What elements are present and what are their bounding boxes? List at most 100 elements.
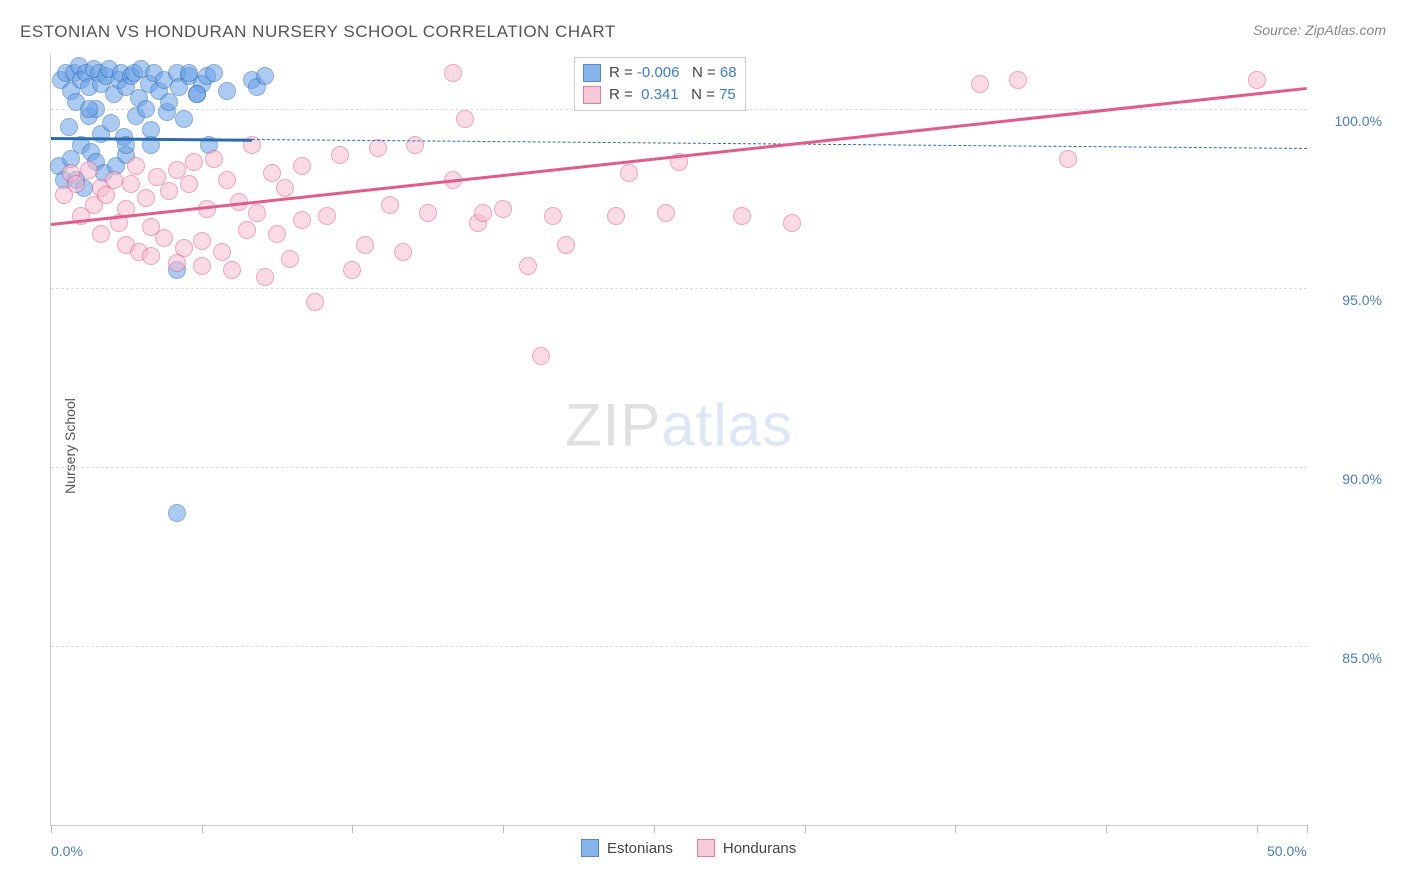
data-point (122, 175, 140, 193)
data-point (160, 182, 178, 200)
watermark: ZIPatlas (565, 390, 793, 459)
data-point (532, 347, 550, 365)
data-point (205, 64, 223, 82)
data-point (318, 207, 336, 225)
x-tick-mark (1307, 825, 1308, 833)
data-point (783, 214, 801, 232)
data-point (343, 261, 361, 279)
data-point (733, 207, 751, 225)
data-point (356, 236, 374, 254)
data-point (105, 171, 123, 189)
stats-row: R = 0.341 N = 75 (583, 84, 737, 106)
data-point (544, 207, 562, 225)
data-point (67, 175, 85, 193)
legend-swatch (581, 839, 599, 857)
data-point (80, 161, 98, 179)
data-point (381, 196, 399, 214)
data-point (1248, 71, 1266, 89)
stats-row: R = -0.006 N = 68 (583, 62, 737, 84)
data-point (281, 250, 299, 268)
bottom-legend: Estonians Hondurans (581, 839, 796, 857)
x-tick-mark (1106, 825, 1107, 833)
data-point (218, 171, 236, 189)
plot-area: ZIPatlas 85.0%90.0%95.0%100.0%0.0%50.0%R… (50, 55, 1307, 826)
data-point (276, 179, 294, 197)
data-point (419, 204, 437, 222)
data-point (248, 204, 266, 222)
data-point (193, 257, 211, 275)
data-point (474, 204, 492, 222)
data-point (238, 221, 256, 239)
legend-item: Hondurans (697, 839, 796, 857)
data-point (92, 225, 110, 243)
data-point (168, 504, 186, 522)
data-point (223, 261, 241, 279)
data-point (331, 146, 349, 164)
stats-text: R = -0.006 N = 68 (609, 62, 737, 84)
legend-label: Hondurans (723, 840, 796, 857)
data-point (519, 257, 537, 275)
source-label: Source: ZipAtlas.com (1253, 22, 1386, 38)
chart-title: ESTONIAN VS HONDURAN NURSERY SCHOOL CORR… (20, 22, 616, 42)
data-point (185, 153, 203, 171)
data-point (293, 211, 311, 229)
watermark-atlas: atlas (661, 391, 793, 458)
x-tick-label: 50.0% (1267, 843, 1307, 859)
data-point (256, 268, 274, 286)
legend-item: Estonians (581, 839, 673, 857)
data-point (268, 225, 286, 243)
data-point (213, 243, 231, 261)
data-point (256, 67, 274, 85)
data-point (607, 207, 625, 225)
x-tick-mark (503, 825, 504, 833)
stats-text: R = 0.341 N = 75 (609, 84, 736, 106)
y-tick-label: 85.0% (1342, 650, 1382, 666)
data-point (142, 247, 160, 265)
data-point (456, 110, 474, 128)
legend-swatch (583, 64, 601, 82)
legend-swatch (583, 86, 601, 104)
legend-label: Estonians (607, 840, 673, 857)
watermark-zip: ZIP (565, 391, 661, 458)
data-point (557, 236, 575, 254)
data-point (175, 239, 193, 257)
data-point (306, 293, 324, 311)
data-point (205, 150, 223, 168)
x-tick-mark (202, 825, 203, 833)
data-point (657, 204, 675, 222)
data-point (406, 136, 424, 154)
data-point (444, 64, 462, 82)
x-tick-mark (805, 825, 806, 833)
data-point (175, 110, 193, 128)
x-tick-mark (1257, 825, 1258, 833)
x-tick-mark (654, 825, 655, 833)
y-tick-label: 100.0% (1335, 113, 1382, 129)
data-point (127, 157, 145, 175)
y-tick-label: 90.0% (1342, 471, 1382, 487)
data-point (369, 139, 387, 157)
data-point (193, 232, 211, 250)
gridline (51, 288, 1307, 289)
data-point (293, 157, 311, 175)
data-point (394, 243, 412, 261)
legend-swatch (697, 839, 715, 857)
data-point (1059, 150, 1077, 168)
x-tick-mark (352, 825, 353, 833)
data-point (80, 100, 98, 118)
y-tick-label: 95.0% (1342, 292, 1382, 308)
data-point (60, 118, 78, 136)
data-point (218, 82, 236, 100)
gridline (51, 646, 1307, 647)
data-point (494, 200, 512, 218)
stats-legend: R = -0.006 N = 68R = 0.341 N = 75 (574, 57, 746, 111)
x-tick-mark (51, 825, 52, 833)
data-point (180, 175, 198, 193)
x-tick-label: 0.0% (51, 843, 83, 859)
data-point (137, 100, 155, 118)
data-point (971, 75, 989, 93)
x-tick-mark (955, 825, 956, 833)
data-point (1009, 71, 1027, 89)
gridline (51, 467, 1307, 468)
data-point (137, 189, 155, 207)
data-point (155, 229, 173, 247)
